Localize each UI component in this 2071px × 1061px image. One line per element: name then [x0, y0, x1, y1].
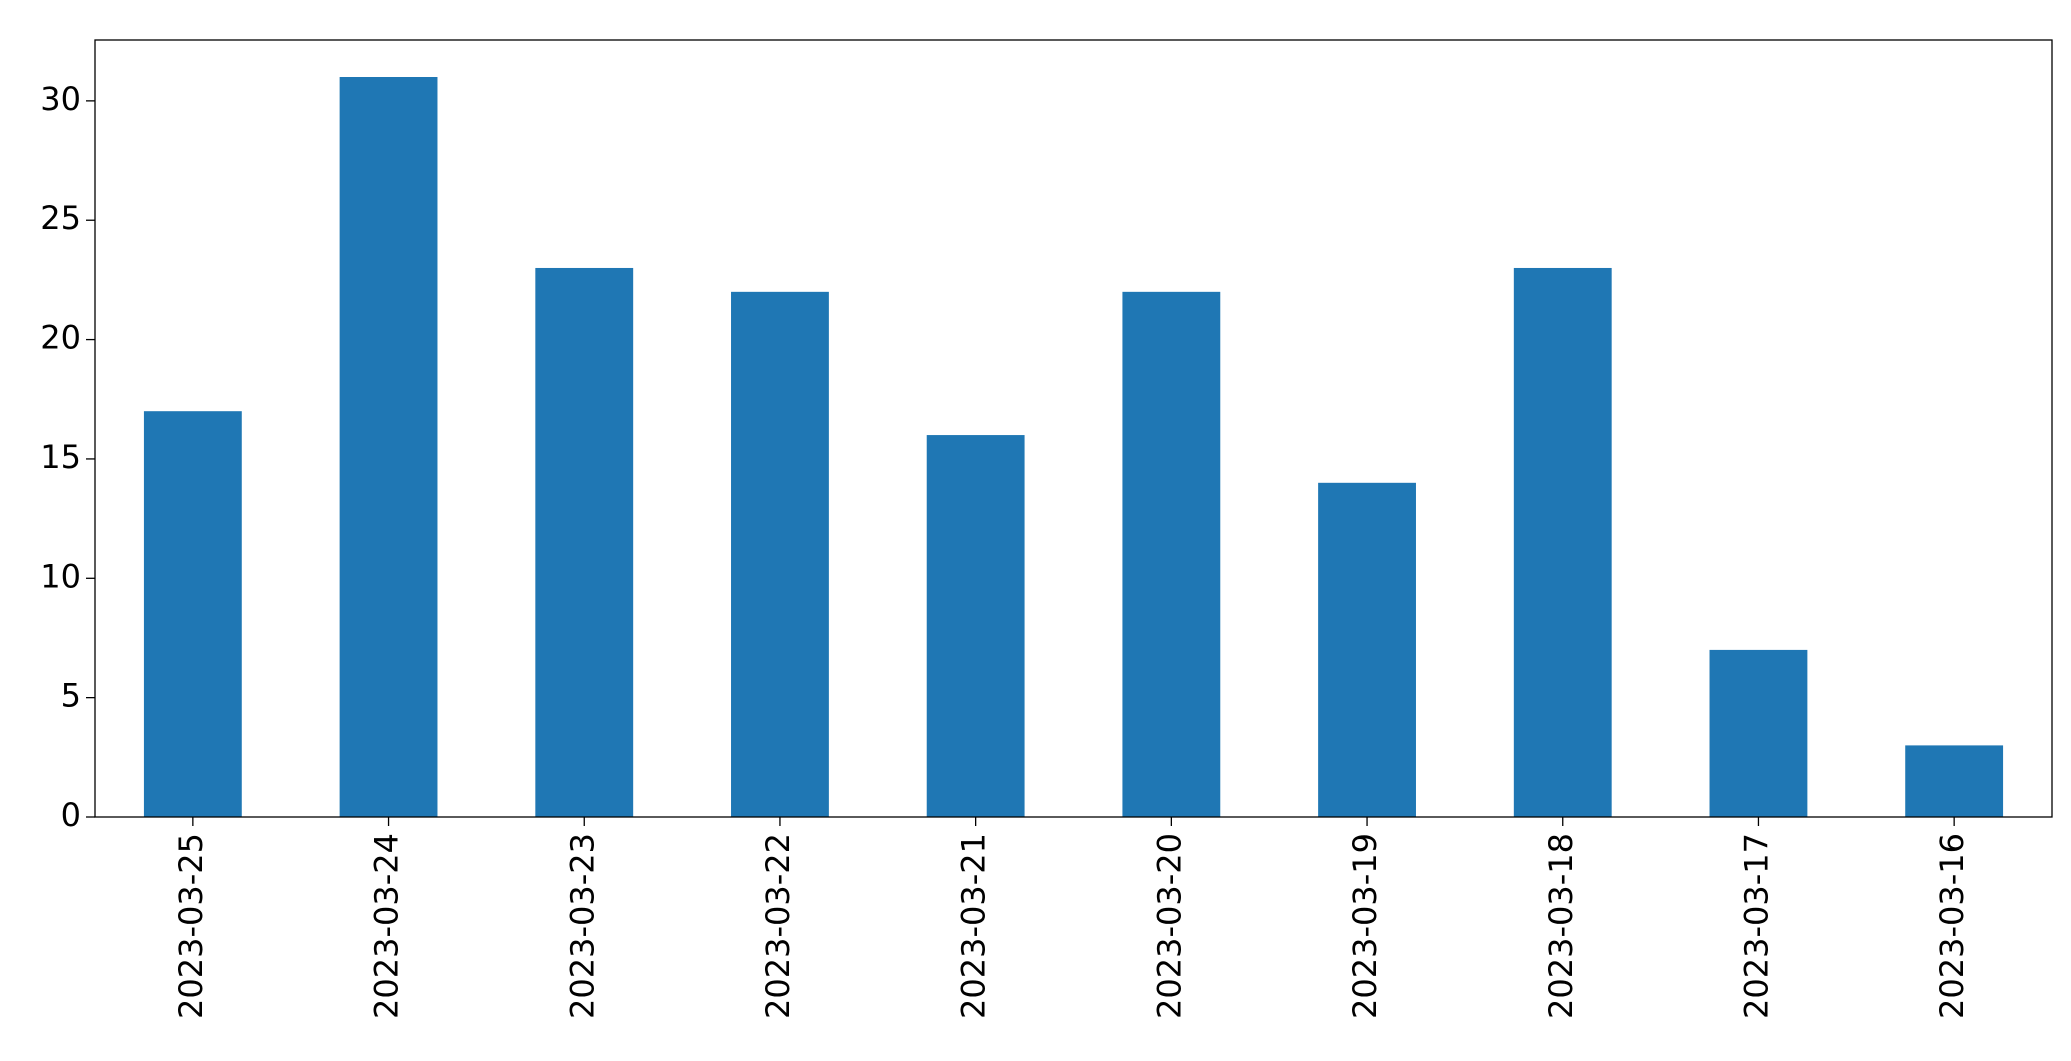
x-tick-label: 2023-03-16 [1933, 833, 1971, 1019]
x-tick-label: 2023-03-22 [759, 833, 797, 1019]
bar [1122, 291, 1221, 817]
bar [535, 267, 634, 817]
x-tick-label: 2023-03-17 [1737, 833, 1775, 1019]
bar [1318, 482, 1416, 817]
y-tick-label: 20 [40, 319, 81, 357]
plot-frame [94, 39, 2053, 818]
x-tick-label: 2023-03-19 [1346, 833, 1384, 1019]
x-tick-label: 2023-03-25 [172, 833, 210, 1019]
x-tick-label: 2023-03-18 [1542, 833, 1580, 1019]
bar [926, 435, 1025, 817]
y-tick-label: 0 [61, 796, 81, 834]
x-tick-label: 2023-03-23 [563, 833, 601, 1019]
y-tick-label: 25 [40, 199, 81, 237]
bar [339, 77, 438, 817]
x-tick-label: 2023-03-24 [368, 833, 406, 1019]
bar [731, 291, 829, 817]
bar [1513, 267, 1612, 817]
x-tick-label: 2023-03-21 [955, 833, 993, 1019]
bar [143, 411, 242, 817]
y-tick-label: 5 [61, 677, 81, 715]
y-tick-label: 10 [40, 557, 81, 595]
bar [1709, 649, 1808, 817]
y-tick-label: 15 [40, 438, 81, 476]
y-tick-label: 30 [40, 80, 81, 118]
x-tick-label: 2023-03-20 [1150, 833, 1188, 1019]
bar [1905, 745, 2004, 817]
